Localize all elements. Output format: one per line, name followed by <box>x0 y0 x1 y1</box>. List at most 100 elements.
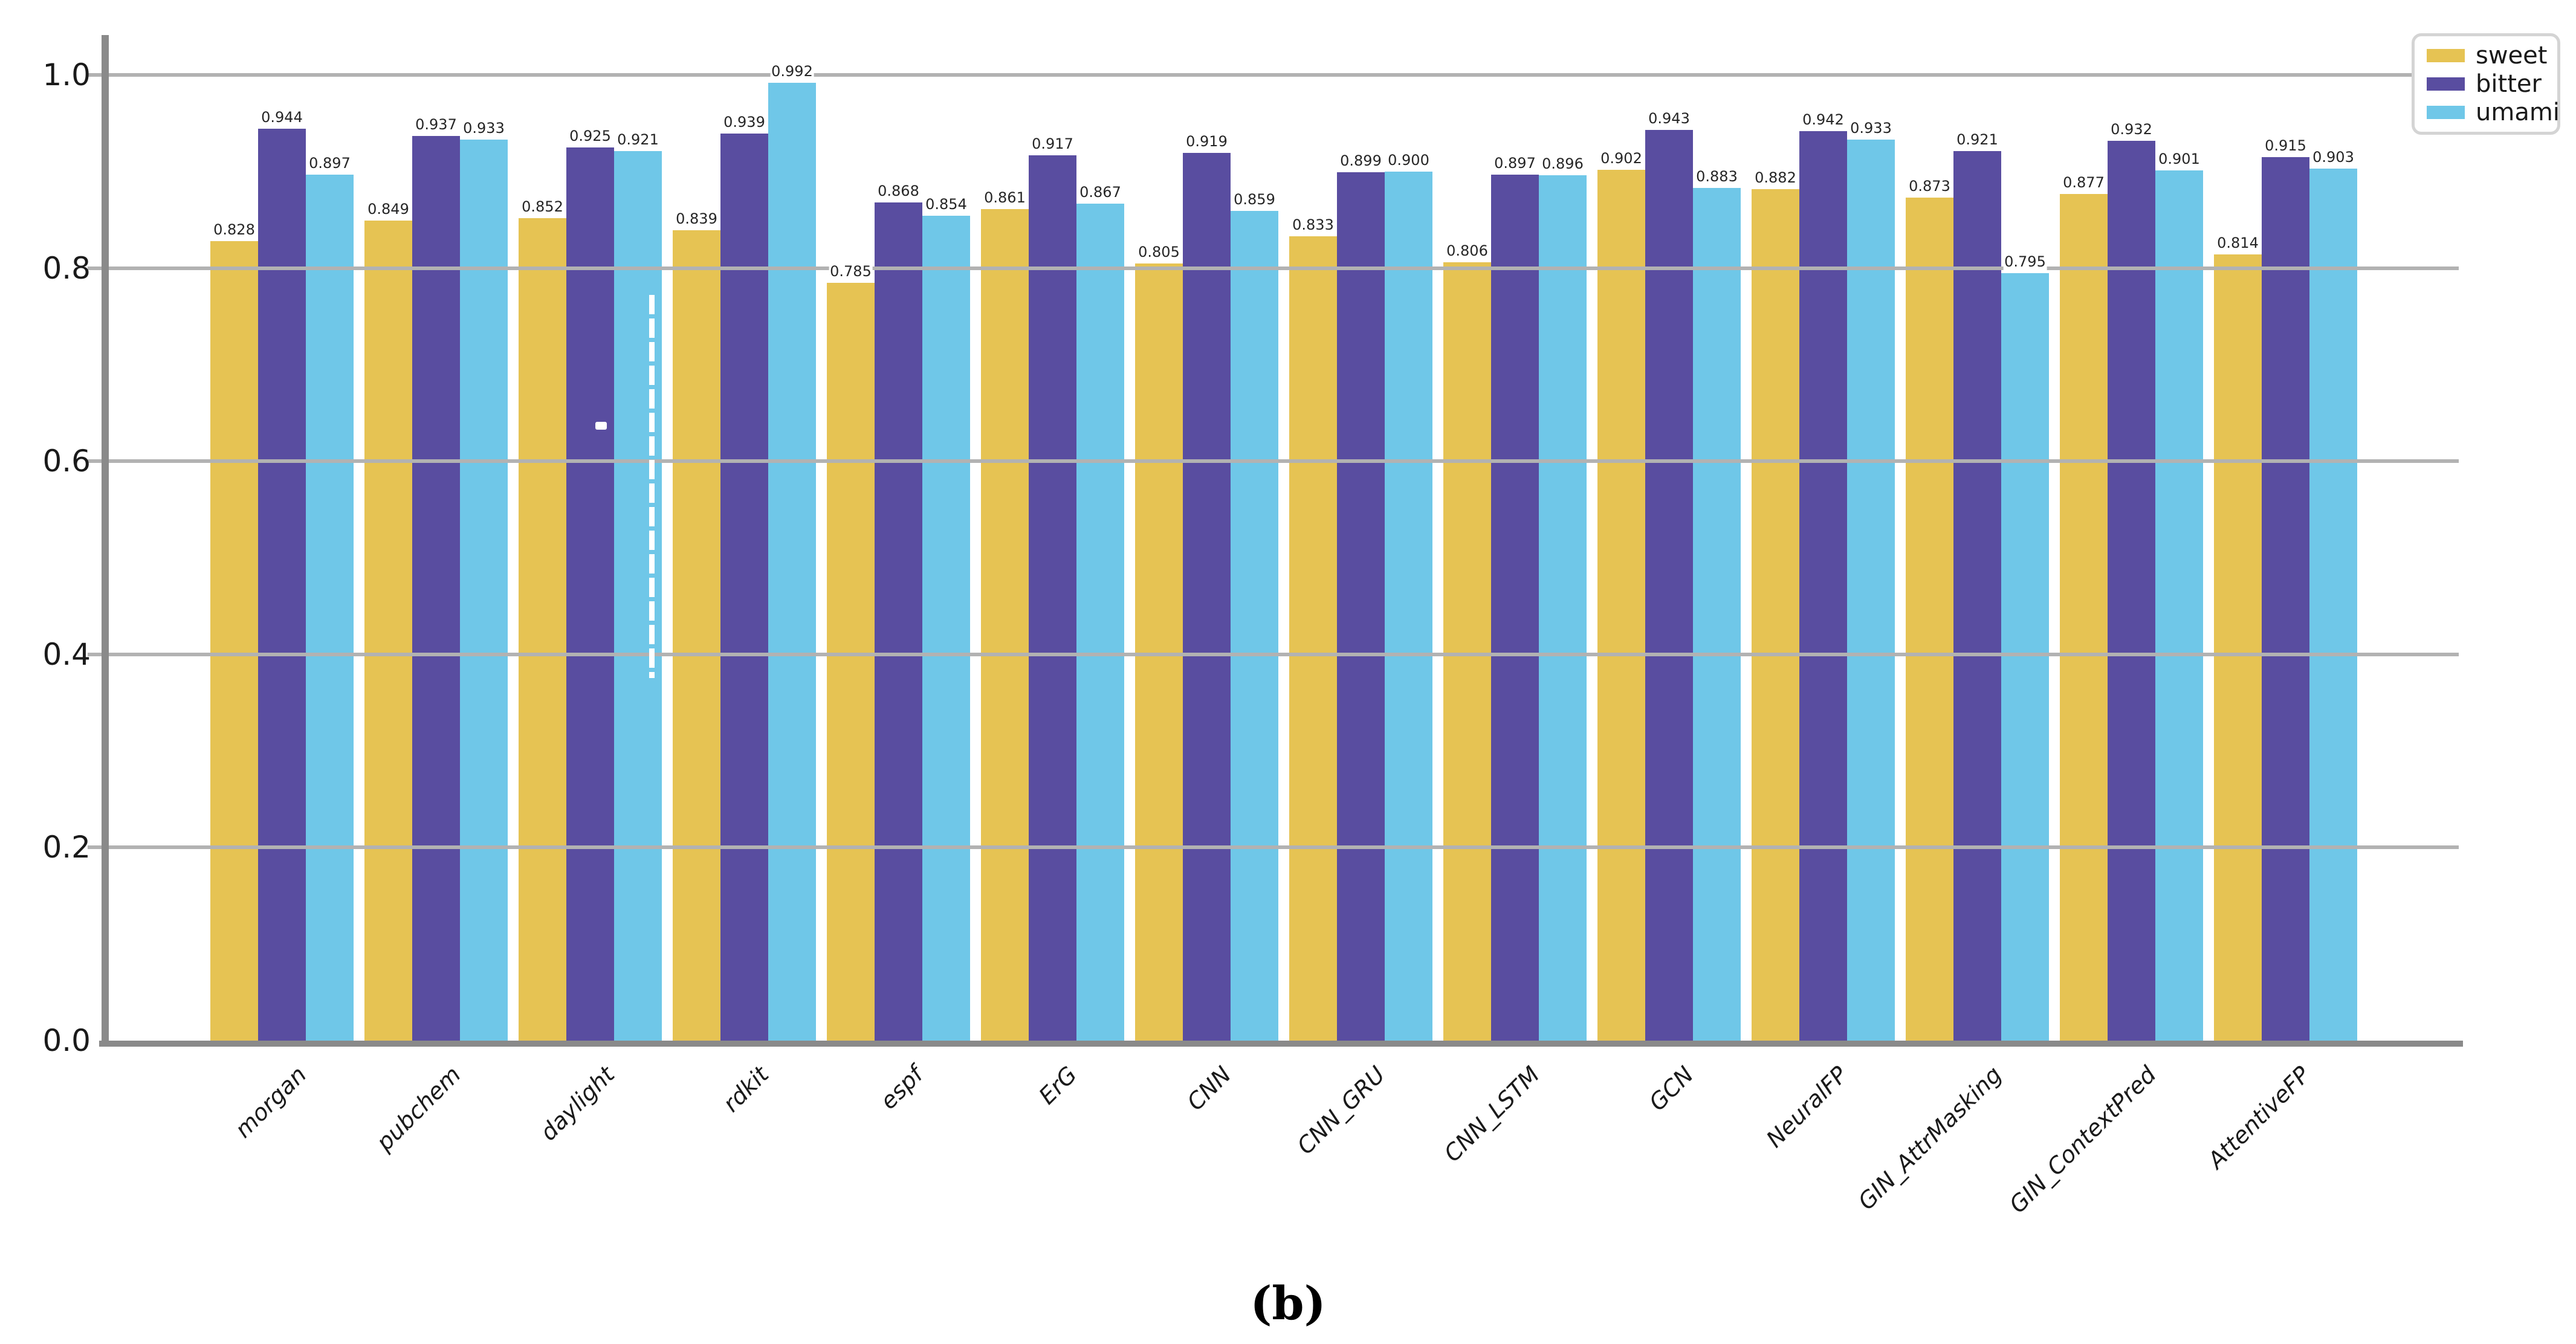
value-label-umami-CNN_GRU: 0.900 <box>1387 152 1431 169</box>
value-label-bitter-rdkit: 0.939 <box>722 114 766 131</box>
value-label-sweet-morgan: 0.828 <box>212 221 256 238</box>
bar-bitter-pubchem <box>412 136 460 1041</box>
value-label-umami-pubchem: 0.933 <box>462 120 506 137</box>
value-label-sweet-GCN: 0.902 <box>1599 150 1643 167</box>
bar-bitter-CNN_GRU <box>1337 172 1385 1041</box>
value-label-bitter-CNN_GRU: 0.899 <box>1339 152 1383 169</box>
value-label-umami-daylight: 0.921 <box>616 131 660 148</box>
bar-sweet-NeuralFP <box>1752 189 1799 1041</box>
value-label-sweet-CNN_GRU: 0.833 <box>1291 216 1335 233</box>
bar-umami-morgan <box>306 175 354 1041</box>
x-tick-label-AttentiveFP: AttentiveFP <box>2202 1061 2315 1174</box>
value-label-bitter-GCN: 0.943 <box>1647 110 1691 127</box>
value-label-sweet-CNN_LSTM: 0.806 <box>1445 242 1489 259</box>
legend-item-sweet: sweet <box>2415 43 2557 68</box>
value-label-umami-morgan: 0.897 <box>308 155 352 172</box>
value-label-sweet-CNN: 0.805 <box>1137 244 1181 260</box>
value-label-sweet-AttentiveFP: 0.814 <box>2216 234 2260 251</box>
bar-bitter-ErG <box>1029 155 1076 1041</box>
gridline-0.2 <box>88 845 2459 849</box>
bar-umami-espf <box>922 216 970 1041</box>
value-label-bitter-NeuralFP: 0.942 <box>1801 111 1845 128</box>
value-label-sweet-espf: 0.785 <box>829 263 873 280</box>
y-tick-label-0.8: 0.8 <box>42 251 91 286</box>
x-tick-label-GIN_AttrMasking: GIN_AttrMasking <box>1853 1061 2007 1215</box>
x-tick-label-pubchem: pubchem <box>371 1061 466 1156</box>
bar-umami-ErG <box>1076 204 1124 1041</box>
value-label-umami-GCN: 0.883 <box>1695 168 1739 185</box>
value-label-sweet-NeuralFP: 0.882 <box>1753 169 1798 186</box>
bar-umami-CNN_GRU <box>1385 172 1432 1041</box>
bar-sweet-CNN_GRU <box>1289 236 1337 1041</box>
x-tick-label-CNN: CNN <box>1182 1061 1237 1116</box>
value-label-umami-CNN_LSTM: 0.896 <box>1541 155 1585 172</box>
y-tick-label-0.6: 0.6 <box>42 444 91 479</box>
gridline-0.4 <box>88 653 2459 656</box>
y-tick-label-0.4: 0.4 <box>42 637 91 672</box>
bar-umami-CNN <box>1231 211 1278 1041</box>
bar-bitter-CNN <box>1183 153 1231 1041</box>
bar-sweet-ErG <box>981 209 1029 1041</box>
value-label-sweet-rdkit: 0.839 <box>675 210 719 227</box>
legend-label-sweet: sweet <box>2476 41 2548 69</box>
white-dash-artifact <box>595 422 607 430</box>
bar-umami-rdkit <box>768 83 816 1041</box>
legend: sweet bitter umami <box>2412 33 2560 135</box>
gridline-0.6 <box>88 459 2459 463</box>
bar-sweet-CNN_LSTM <box>1443 262 1491 1041</box>
bar-bitter-morgan <box>258 129 306 1041</box>
white-dashed-line-artifact <box>649 295 655 678</box>
x-tick-label-espf: espf <box>875 1061 928 1115</box>
value-label-bitter-ErG: 0.917 <box>1031 135 1075 152</box>
bar-bitter-GIN_AttrMasking <box>1953 151 2001 1041</box>
x-tick-label-CNN_GRU: CNN_GRU <box>1292 1061 1391 1160</box>
bar-umami-pubchem <box>460 140 508 1041</box>
value-label-bitter-CNN: 0.919 <box>1185 133 1229 150</box>
value-label-bitter-espf: 0.868 <box>876 183 921 199</box>
value-label-sweet-daylight: 0.852 <box>520 198 565 215</box>
value-label-umami-rdkit: 0.992 <box>770 63 814 80</box>
bar-sweet-GCN <box>1597 170 1645 1041</box>
value-label-umami-ErG: 0.867 <box>1078 184 1122 201</box>
value-label-sweet-pubchem: 0.849 <box>366 201 410 218</box>
bar-sweet-CNN <box>1135 263 1183 1041</box>
x-tick-label-NeuralFP: NeuralFP <box>1761 1061 1853 1153</box>
legend-swatch-bitter <box>2427 77 2465 91</box>
legend-label-umami: umami <box>2476 99 2560 127</box>
bar-sweet-morgan <box>210 241 258 1041</box>
bar-sweet-pubchem <box>364 221 412 1041</box>
bar-bitter-AttentiveFP <box>2262 157 2309 1041</box>
y-tick-label-0.2: 0.2 <box>42 830 91 865</box>
bar-umami-CNN_LSTM <box>1539 175 1587 1041</box>
y-tick-label-1.0: 1.0 <box>42 57 91 92</box>
y-axis-spine <box>102 35 109 1047</box>
value-label-umami-AttentiveFP: 0.903 <box>2311 149 2355 166</box>
legend-item-bitter: bitter <box>2415 71 2557 97</box>
gridline-0.8 <box>88 267 2459 270</box>
bar-sweet-GIN_ContextPred <box>2060 194 2108 1041</box>
bar-bitter-CNN_LSTM <box>1491 175 1539 1041</box>
bar-sweet-rdkit <box>673 230 720 1041</box>
legend-label-bitter: bitter <box>2476 69 2542 98</box>
bar-sweet-GIN_AttrMasking <box>1906 198 1953 1041</box>
bar-umami-GIN_ContextPred <box>2155 170 2203 1041</box>
bar-bitter-NeuralFP <box>1799 131 1847 1041</box>
bar-bitter-rdkit <box>720 134 768 1041</box>
bar-bitter-espf <box>875 202 922 1041</box>
bar-bitter-daylight <box>566 147 614 1041</box>
value-label-bitter-CNN_LSTM: 0.897 <box>1493 155 1537 172</box>
bar-sweet-daylight <box>519 218 566 1041</box>
bar-sweet-AttentiveFP <box>2214 254 2262 1041</box>
value-label-bitter-GIN_AttrMasking: 0.921 <box>1955 131 1999 148</box>
bar-umami-NeuralFP <box>1847 140 1895 1041</box>
x-tick-label-ErG: ErG <box>1034 1061 1083 1110</box>
value-label-bitter-morgan: 0.944 <box>260 109 304 126</box>
x-tick-label-GIN_ContextPred: GIN_ContextPred <box>2004 1061 2161 1218</box>
x-tick-label-rdkit: rdkit <box>717 1061 774 1117</box>
value-label-umami-GIN_AttrMasking: 0.795 <box>2003 253 2047 270</box>
value-label-sweet-GIN_AttrMasking: 0.873 <box>1908 178 1952 195</box>
legend-swatch-sweet <box>2427 48 2465 62</box>
value-label-bitter-AttentiveFP: 0.915 <box>2264 137 2308 154</box>
x-axis-baseline <box>99 1041 2463 1047</box>
